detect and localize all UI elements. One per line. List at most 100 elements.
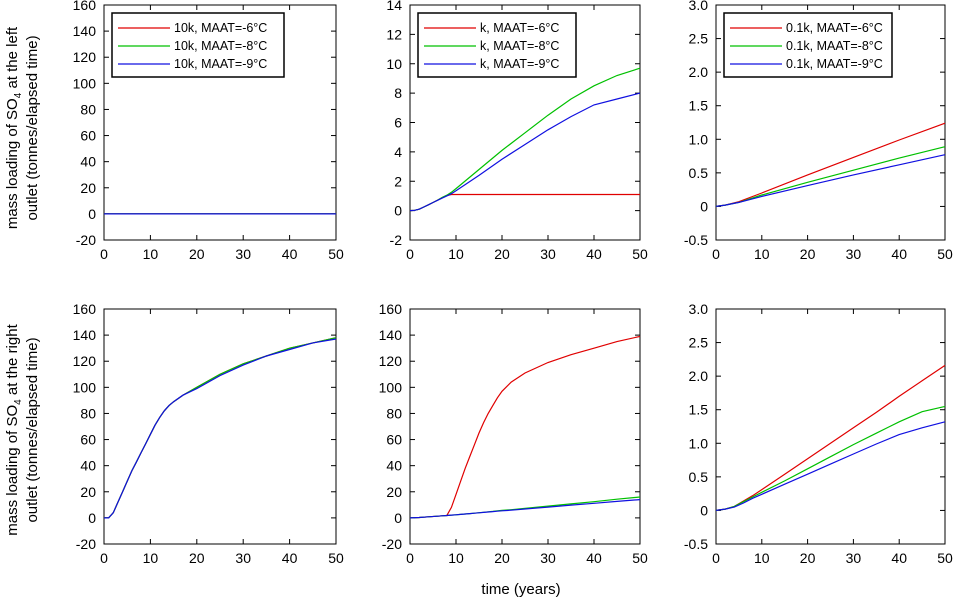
legend-box <box>111 12 285 78</box>
y-tick-label: 20 <box>80 180 96 196</box>
y-tick-label: 2.5 <box>689 335 709 351</box>
legend-label: 10k, MAAT=-9°C <box>174 57 267 71</box>
ylabel-top-line2: outlet (tonnes/elapsed time) <box>24 35 41 220</box>
legend-label: 0.1k, MAAT=-6°C <box>786 21 883 35</box>
x-tick-label: 0 <box>406 246 414 262</box>
legend: 0.1k, MAAT=-6°C 0.1k, MAAT=-8°C 0.1k, MAAT… <box>723 12 893 78</box>
y-tick-label: 140 <box>73 23 97 39</box>
y-tick-label: 1.0 <box>689 131 709 147</box>
series-line-blue <box>409 92 641 212</box>
y-tick-label: 8 <box>394 85 402 101</box>
x-tick-label: 40 <box>586 550 602 566</box>
xlabel: time (years) <box>481 581 560 598</box>
x-tick-label: 40 <box>282 246 298 262</box>
y-tick-label: 2.5 <box>689 31 709 47</box>
y-tick-label: 80 <box>80 405 96 421</box>
x-tick-label: 0 <box>712 246 720 262</box>
x-tick-label: 20 <box>800 550 816 566</box>
x-tick-label: 10 <box>448 550 464 566</box>
legend-label: 10k, MAAT=-6°C <box>174 21 267 35</box>
x-tick-label: 10 <box>754 246 770 262</box>
x-tick-label: 10 <box>448 246 464 262</box>
x-tick-label: 50 <box>937 246 953 262</box>
x-tick-label: 0 <box>100 550 108 566</box>
series-line-green <box>409 67 641 212</box>
plot-frame <box>715 308 946 545</box>
ylabel-top-line1b: at the left <box>4 26 21 93</box>
x-tick-label: 0 <box>100 246 108 262</box>
y-tick-label: 0.5 <box>689 165 709 181</box>
x-tick-label: 40 <box>891 246 907 262</box>
legend-label: k, MAAT=-8°C <box>480 39 559 53</box>
x-tick-label: 40 <box>891 550 907 566</box>
legend-label: k, MAAT=-6°C <box>480 21 559 35</box>
series-line-green <box>409 496 641 519</box>
x-tick-label: 30 <box>540 550 556 566</box>
y-tick-label: 120 <box>73 49 97 65</box>
y-tick-label: -20 <box>382 536 402 552</box>
y-tick-label: 140 <box>73 327 97 343</box>
y-tick-label: 160 <box>73 301 97 317</box>
series-line-green <box>715 405 946 511</box>
x-tick-label: 20 <box>800 246 816 262</box>
x-tick-label: 50 <box>937 550 953 566</box>
series-line-blue <box>409 499 641 519</box>
y-tick-label: 20 <box>386 484 402 500</box>
y-tick-label: 40 <box>80 458 96 474</box>
ylabel-bottom-line1: mass loading of SO <box>4 405 21 536</box>
y-tick-label: 3.0 <box>689 301 709 317</box>
y-tick-label: 100 <box>73 75 97 91</box>
series-line-red <box>715 122 946 207</box>
y-tick-label: 1.5 <box>689 98 709 114</box>
y-tick-label: 0 <box>88 510 96 526</box>
x-tick-label: 40 <box>586 246 602 262</box>
x-tick-label: 10 <box>754 550 770 566</box>
series-line-red <box>715 364 946 511</box>
y-tick-label: 40 <box>80 154 96 170</box>
panel-bottom-right: -0.500.51.01.52.02.53.00 10 20 30 40 50 <box>684 301 953 566</box>
x-tick-label: 0 <box>406 550 414 566</box>
svg-text:mass loading of SO4 at the rig: mass loading of SO4 at the right <box>4 323 24 535</box>
series-line-blue <box>715 154 946 207</box>
legend: 10k, MAAT=-6°C 10k, MAAT=-8°C 10k, MAAT=-9… <box>111 12 285 78</box>
x-tick-label: 50 <box>328 550 344 566</box>
ylabel-bottom-line1b: at the right <box>4 323 21 399</box>
legend: k, MAAT=-6°C k, MAAT=-8°C k, MAAT=-9°C <box>417 12 577 78</box>
x-tick-label: 30 <box>235 550 251 566</box>
x-tick-label: 50 <box>632 550 648 566</box>
x-tick-label: 30 <box>235 246 251 262</box>
x-tick-label: 10 <box>143 550 159 566</box>
series-line-blue <box>715 421 946 511</box>
x-tick-label: 20 <box>494 246 510 262</box>
x-tick-label: 50 <box>632 246 648 262</box>
ylabel-bottom: mass loading of SO4 at the right outlet … <box>4 323 41 535</box>
y-tick-label: 160 <box>379 301 403 317</box>
series-line-red <box>409 335 641 519</box>
legend-label: k, MAAT=-9°C <box>480 57 559 71</box>
legend-label: 10k, MAAT=-8°C <box>174 39 267 53</box>
ylabel-bottom-sub: 4 <box>13 399 24 405</box>
y-tick-label: 2.0 <box>689 368 709 384</box>
y-tick-label: -0.5 <box>684 232 708 248</box>
ylabel-top-sub: 4 <box>13 92 24 98</box>
y-tick-label: 12 <box>386 26 402 42</box>
y-tick-label: 0 <box>88 206 96 222</box>
y-tick-label: 120 <box>73 353 97 369</box>
y-tick-label: 140 <box>379 327 403 343</box>
ylabel-top-line1: mass loading of SO <box>4 98 21 229</box>
y-tick-label: 80 <box>80 101 96 117</box>
y-tick-label: 2 <box>394 173 402 189</box>
y-tick-label: 2.0 <box>689 64 709 80</box>
y-tick-label: 0 <box>700 198 708 214</box>
x-tick-label: 20 <box>189 550 205 566</box>
y-tick-label: 1.0 <box>689 435 709 451</box>
plot-frame <box>715 4 946 241</box>
ylabel-top: mass loading of SO4 at the left outlet (… <box>4 26 41 229</box>
y-tick-label: -20 <box>76 536 96 552</box>
y-tick-label: 100 <box>73 379 97 395</box>
y-tick-label: 1.5 <box>689 402 709 418</box>
y-tick-label: 40 <box>386 458 402 474</box>
y-tick-label: 6 <box>394 115 402 131</box>
